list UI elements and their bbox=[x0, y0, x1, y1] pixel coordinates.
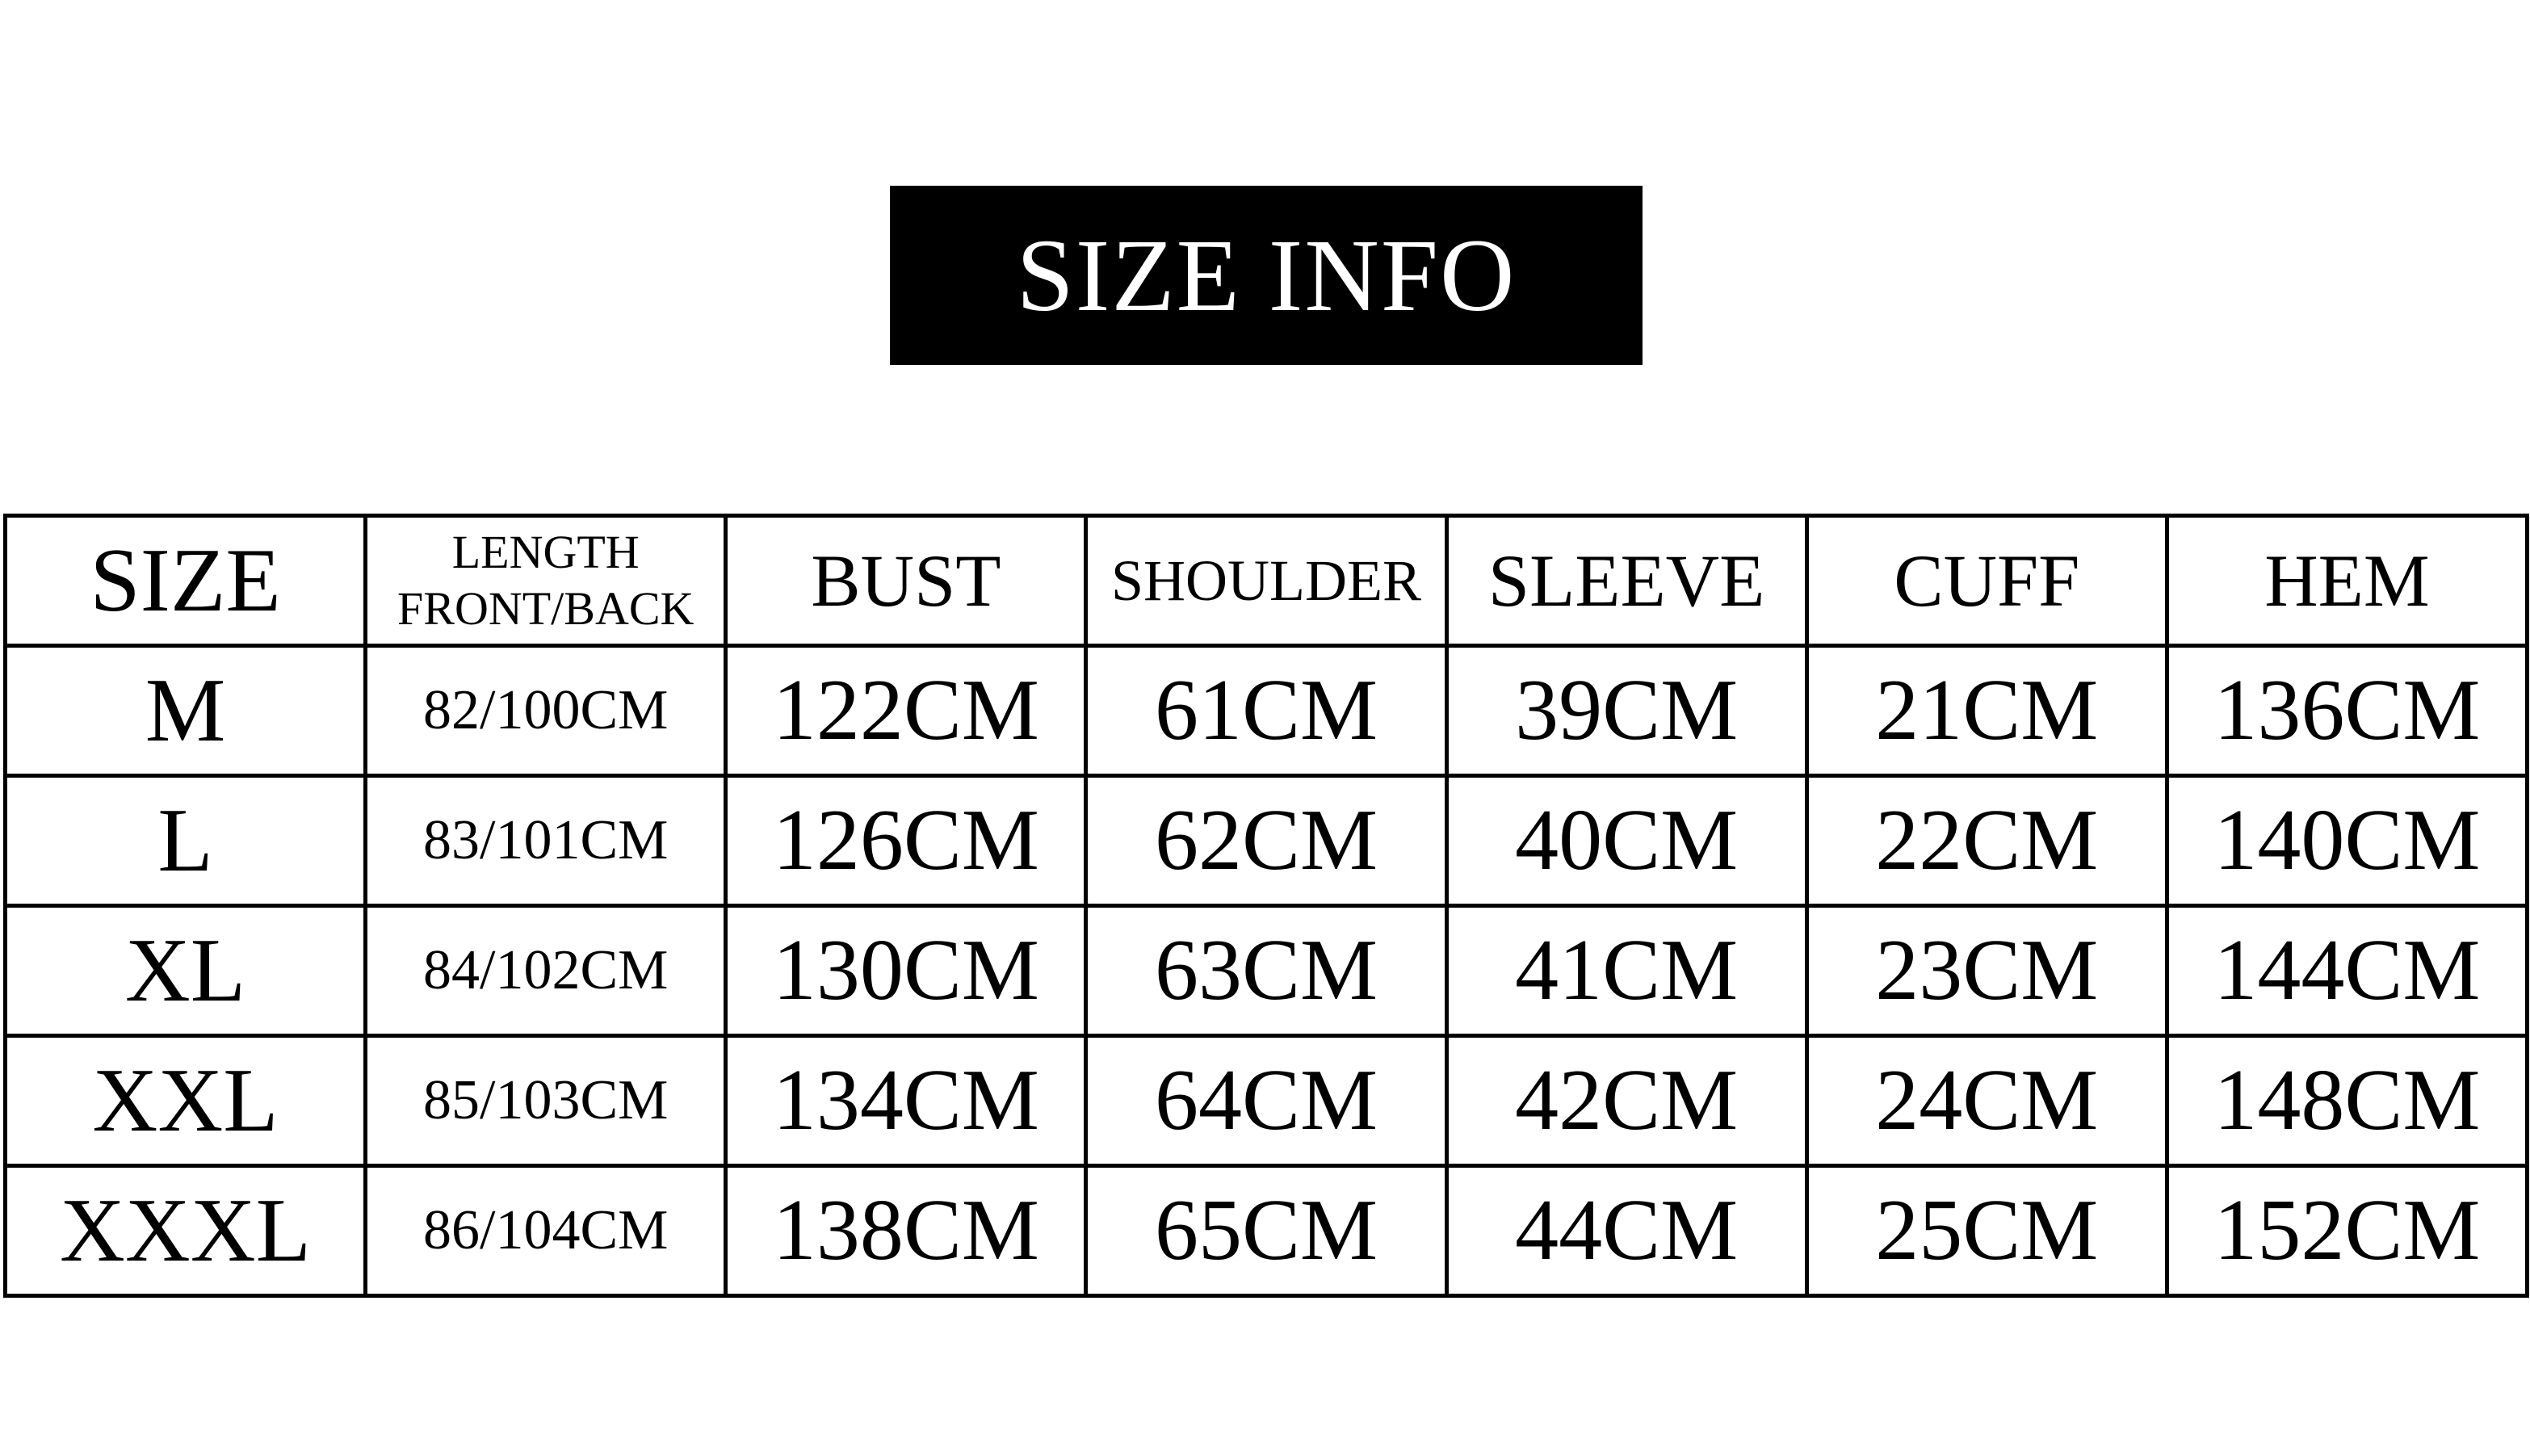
table-row: XXL 85/103CM 134CM 64CM 42CM 24CM 148CM bbox=[2, 1034, 2530, 1168]
header-sleeve: SLEEVE bbox=[1444, 514, 1809, 648]
cell-size: L bbox=[2, 774, 368, 908]
table-row: XL 84/102CM 130CM 63CM 41CM 23CM 144CM bbox=[2, 904, 2530, 1038]
cell-sleeve: 44CM bbox=[1444, 1164, 1809, 1298]
cell-length: 86/104CM bbox=[363, 1164, 728, 1298]
cell-bust: 122CM bbox=[724, 644, 1089, 778]
cell-hem: 144CM bbox=[2164, 904, 2530, 1038]
cell-hem: 136CM bbox=[2164, 644, 2530, 778]
cell-sleeve: 40CM bbox=[1444, 774, 1809, 908]
table-row: M 82/100CM 122CM 61CM 39CM 21CM 136CM bbox=[2, 644, 2530, 778]
cell-size: XXXL bbox=[2, 1164, 368, 1298]
cell-cuff: 25CM bbox=[1804, 1164, 2169, 1298]
cell-hem: 148CM bbox=[2164, 1034, 2530, 1168]
header-hem: HEM bbox=[2164, 514, 2530, 648]
title-banner: SIZE INFO bbox=[890, 186, 1643, 365]
cell-bust: 138CM bbox=[724, 1164, 1089, 1298]
cell-size: M bbox=[2, 644, 368, 778]
cell-bust: 130CM bbox=[724, 904, 1089, 1038]
cell-shoulder: 63CM bbox=[1084, 904, 1449, 1038]
header-bust: BUST bbox=[724, 514, 1089, 648]
cell-cuff: 22CM bbox=[1804, 774, 2169, 908]
cell-shoulder: 64CM bbox=[1084, 1034, 1449, 1168]
header-length-line2: FRONT/BACK bbox=[397, 582, 694, 635]
size-table: SIZE LENGTH FRONT/BACK BUST SHOULDER SLE… bbox=[2, 514, 2530, 1298]
header-length: LENGTH FRONT/BACK bbox=[363, 514, 728, 648]
table-row: XXXL 86/104CM 138CM 65CM 44CM 25CM 152CM bbox=[2, 1164, 2530, 1298]
cell-shoulder: 61CM bbox=[1084, 644, 1449, 778]
header-row: SIZE LENGTH FRONT/BACK BUST SHOULDER SLE… bbox=[2, 514, 2530, 648]
cell-length: 83/101CM bbox=[363, 774, 728, 908]
cell-length: 84/102CM bbox=[363, 904, 728, 1038]
cell-cuff: 24CM bbox=[1804, 1034, 2169, 1168]
cell-bust: 134CM bbox=[724, 1034, 1089, 1168]
cell-shoulder: 65CM bbox=[1084, 1164, 1449, 1298]
cell-hem: 152CM bbox=[2164, 1164, 2530, 1298]
cell-size: XXL bbox=[2, 1034, 368, 1168]
header-length-line1: LENGTH bbox=[451, 526, 640, 579]
cell-length: 85/103CM bbox=[363, 1034, 728, 1168]
cell-bust: 126CM bbox=[724, 774, 1089, 908]
cell-shoulder: 62CM bbox=[1084, 774, 1449, 908]
cell-sleeve: 39CM bbox=[1444, 644, 1809, 778]
header-cuff: CUFF bbox=[1804, 514, 2169, 648]
cell-cuff: 21CM bbox=[1804, 644, 2169, 778]
cell-sleeve: 42CM bbox=[1444, 1034, 1809, 1168]
cell-length: 82/100CM bbox=[363, 644, 728, 778]
page-title: SIZE INFO bbox=[1016, 217, 1517, 333]
cell-cuff: 23CM bbox=[1804, 904, 2169, 1038]
cell-sleeve: 41CM bbox=[1444, 904, 1809, 1038]
table-row: L 83/101CM 126CM 62CM 40CM 22CM 140CM bbox=[2, 774, 2530, 908]
header-shoulder: SHOULDER bbox=[1084, 514, 1449, 648]
cell-hem: 140CM bbox=[2164, 774, 2530, 908]
header-size: SIZE bbox=[2, 514, 368, 648]
cell-size: XL bbox=[2, 904, 368, 1038]
